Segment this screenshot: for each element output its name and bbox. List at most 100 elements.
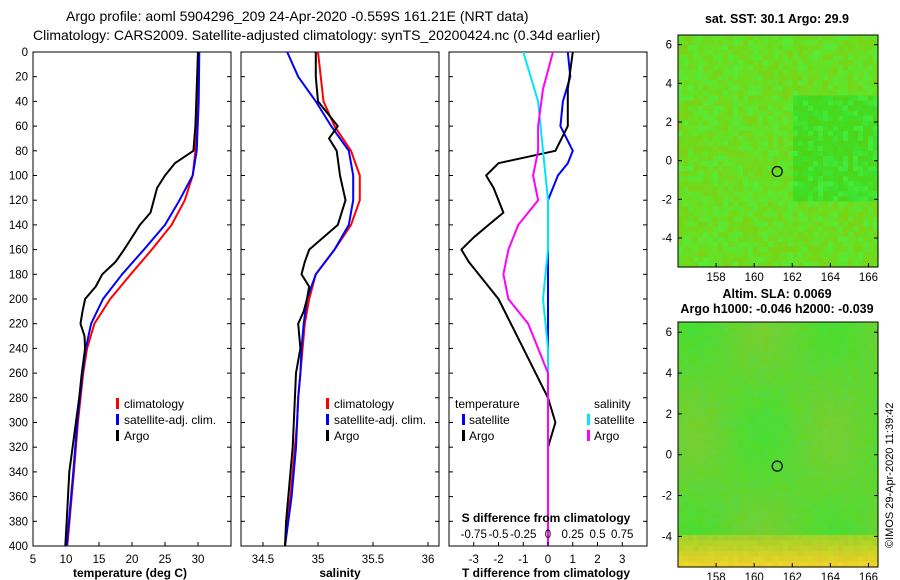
heatmap-cell (868, 551, 874, 557)
heatmap-cell (873, 206, 879, 213)
heatmap-cell (753, 256, 759, 263)
heatmap-cell (763, 417, 769, 424)
heatmap-cell (743, 216, 749, 223)
heatmap-cell (698, 135, 704, 142)
heatmap-cell (763, 332, 769, 339)
heatmap-cell (688, 75, 694, 81)
heatmap-cell (753, 70, 759, 76)
heatmap-cell (698, 407, 704, 414)
heatmap-cell (853, 156, 859, 162)
heatmap-cell (758, 90, 764, 97)
heatmap-cell (828, 364, 834, 371)
heatmap-cell (813, 529, 819, 536)
heatmap-cell (758, 359, 764, 366)
heatmap-cell (718, 343, 724, 350)
heatmap-cell (863, 196, 869, 203)
heatmap-cell (813, 35, 819, 41)
heatmap-cell (723, 428, 729, 435)
heatmap-cell (723, 481, 729, 488)
heatmap-cell (733, 90, 739, 97)
heatmap-cell (728, 391, 734, 398)
heatmap-cell (853, 211, 859, 218)
heatmap-cell (743, 385, 749, 392)
heatmap-cell (698, 503, 704, 510)
heatmap-cell (763, 145, 769, 152)
heatmap-cell (693, 322, 699, 328)
heatmap-cell (703, 110, 709, 117)
heatmap-cell (723, 487, 729, 494)
heatmap-cell (728, 40, 734, 46)
heatmap-cell (793, 256, 799, 263)
heatmap-cell (833, 241, 839, 248)
heatmap-cell (843, 322, 849, 328)
heatmap-cell (748, 70, 754, 76)
heatmap-cell (873, 508, 879, 515)
heatmap-cell (858, 40, 864, 46)
heatmap-cell (838, 332, 844, 339)
heatmap-cell (788, 513, 794, 520)
heatmap-cell (783, 211, 789, 218)
heatmap-cell (688, 455, 694, 462)
heatmap-cell (728, 385, 734, 392)
heatmap-cell (838, 241, 844, 248)
heatmap-cell (738, 176, 744, 182)
heatmap-cell (703, 151, 709, 157)
heatmap-cell (723, 337, 729, 344)
heatmap-cell (833, 135, 839, 142)
heatmap-cell (838, 156, 844, 162)
heatmap-cell (718, 481, 724, 488)
heatmap-cell (708, 161, 714, 167)
heatmap-cell (833, 364, 839, 371)
heatmap-cell (838, 556, 844, 563)
heatmap-cell (778, 85, 784, 92)
heatmap-cell (843, 417, 849, 424)
heatmap-cell (743, 236, 749, 243)
heatmap-cell (758, 380, 764, 387)
heatmap-cell (778, 251, 784, 258)
heatmap-cell (733, 359, 739, 366)
heatmap-cell (703, 226, 709, 233)
map-latitude-label: 4 (666, 78, 673, 90)
heatmap-cell (863, 529, 869, 536)
heatmap-cell (763, 412, 769, 419)
heatmap-cell (833, 487, 839, 494)
heatmap-cell (803, 481, 809, 488)
heatmap-cell (868, 529, 874, 536)
heatmap-cell (718, 231, 724, 238)
heatmap-cell (788, 231, 794, 238)
heatmap-cell (828, 196, 834, 203)
heatmap-cell (873, 115, 879, 122)
heatmap-cell (683, 186, 689, 192)
heatmap-cell (848, 80, 854, 87)
heatmap-cell (773, 191, 779, 197)
heatmap-cell (788, 171, 794, 177)
heatmap-cell (868, 105, 874, 112)
heatmap-cell (848, 95, 854, 102)
heatmap-cell (708, 135, 714, 142)
heatmap-cell (683, 375, 689, 382)
heatmap-cell (773, 45, 779, 51)
heatmap-cell (703, 145, 709, 152)
heatmap-cell (678, 327, 684, 334)
heatmap-cell (858, 140, 864, 147)
heatmap-cell (858, 529, 864, 536)
heatmap-cell (783, 322, 789, 328)
heatmap-cell (803, 246, 809, 253)
heatmap-cell (728, 236, 734, 243)
heatmap-cell (788, 535, 794, 541)
heatmap-cell (768, 221, 774, 228)
heatmap-cell (713, 385, 719, 392)
heatmap-cell (798, 503, 804, 510)
heatmap-cell (833, 50, 839, 56)
heatmap-cell (793, 196, 799, 203)
heatmap-cell (853, 226, 859, 233)
heatmap-cell (708, 100, 714, 107)
heatmap-cell (698, 524, 704, 531)
heatmap-cell (798, 497, 804, 504)
heatmap-cell (703, 385, 709, 392)
heatmap-cell (783, 236, 789, 243)
heatmap-cell (748, 120, 754, 127)
heatmap-cell (833, 226, 839, 233)
heatmap-cell (753, 433, 759, 440)
heatmap-cell (713, 251, 719, 258)
